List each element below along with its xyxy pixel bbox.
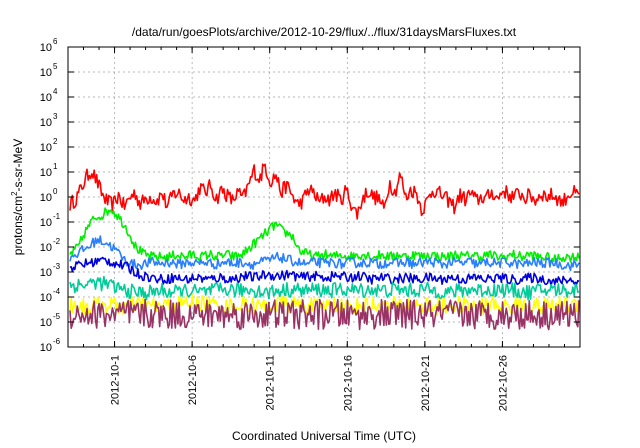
x-tick-label: 2012-10-6 xyxy=(187,355,199,405)
series-line-7 xyxy=(69,298,580,331)
x-tick-label: 2012-10-1 xyxy=(110,355,122,405)
y-tick-label: 10 xyxy=(40,192,52,204)
y-tick-label: 10 xyxy=(40,242,52,254)
series-line-1 xyxy=(69,163,580,220)
y-axis-label-rest: -s-sr-MeV xyxy=(11,139,25,192)
series-group xyxy=(69,163,580,331)
y-tick-label: 10 xyxy=(40,317,52,329)
y-tick-label: 10 xyxy=(40,217,52,229)
x-axis: 2012-10-1 2012-10-6 2012-10-11 2012-10-16 20… xyxy=(83,47,565,411)
y-tick-exponent: 4 xyxy=(53,87,58,96)
series-line-2 xyxy=(69,207,580,264)
y-tick-label: 10 xyxy=(40,342,52,354)
y-tick-exponent: 2 xyxy=(53,137,58,146)
x-tick-label: 2012-10-16 xyxy=(342,355,354,411)
y-tick-label: 10 xyxy=(40,67,52,79)
y-tick-exponent: -3 xyxy=(53,262,61,271)
y-tick-exponent: -5 xyxy=(53,312,61,321)
y-tick-label: 10 xyxy=(40,142,52,154)
y-tick-label: 10 xyxy=(40,167,52,179)
y-axis-label-exp: 2 xyxy=(10,191,19,196)
y-tick-label: 10 xyxy=(40,292,52,304)
y-axis-label: protons/cm2-s-sr-MeV xyxy=(10,139,25,255)
y-tick-exponent: 5 xyxy=(53,62,58,71)
x-axis-label: Coordinated Universal Time (UTC) xyxy=(232,429,416,443)
chart-title: /data/run/goesPlots/archive/2012-10-29/f… xyxy=(132,25,517,39)
y-tick-exponent: 6 xyxy=(53,37,58,46)
y-tick-exponent: -6 xyxy=(53,337,61,346)
y-axis-label-base: protons/cm xyxy=(11,196,25,255)
series-line-5 xyxy=(69,275,580,301)
y-tick-exponent: -4 xyxy=(53,287,61,296)
y-tick-label: 10 xyxy=(40,42,52,54)
y-tick-exponent: -1 xyxy=(53,212,61,221)
y-tick-label: 10 xyxy=(40,92,52,104)
y-tick-exponent: 3 xyxy=(53,112,58,121)
x-tick-label: 2012-10-26 xyxy=(497,355,509,411)
series-line-3 xyxy=(69,235,580,272)
y-axis: 10-610-510-410-310-210-11001011021031041… xyxy=(40,37,580,354)
y-tick-label: 10 xyxy=(40,267,52,279)
y-tick-exponent: -2 xyxy=(53,237,61,246)
y-tick-label: 10 xyxy=(40,117,52,129)
x-tick-label: 2012-10-11 xyxy=(265,355,277,410)
series-line-4 xyxy=(69,256,580,287)
x-tick-label: 2012-10-21 xyxy=(420,355,432,411)
y-tick-exponent: 0 xyxy=(53,187,58,196)
y-tick-exponent: 1 xyxy=(53,162,58,171)
